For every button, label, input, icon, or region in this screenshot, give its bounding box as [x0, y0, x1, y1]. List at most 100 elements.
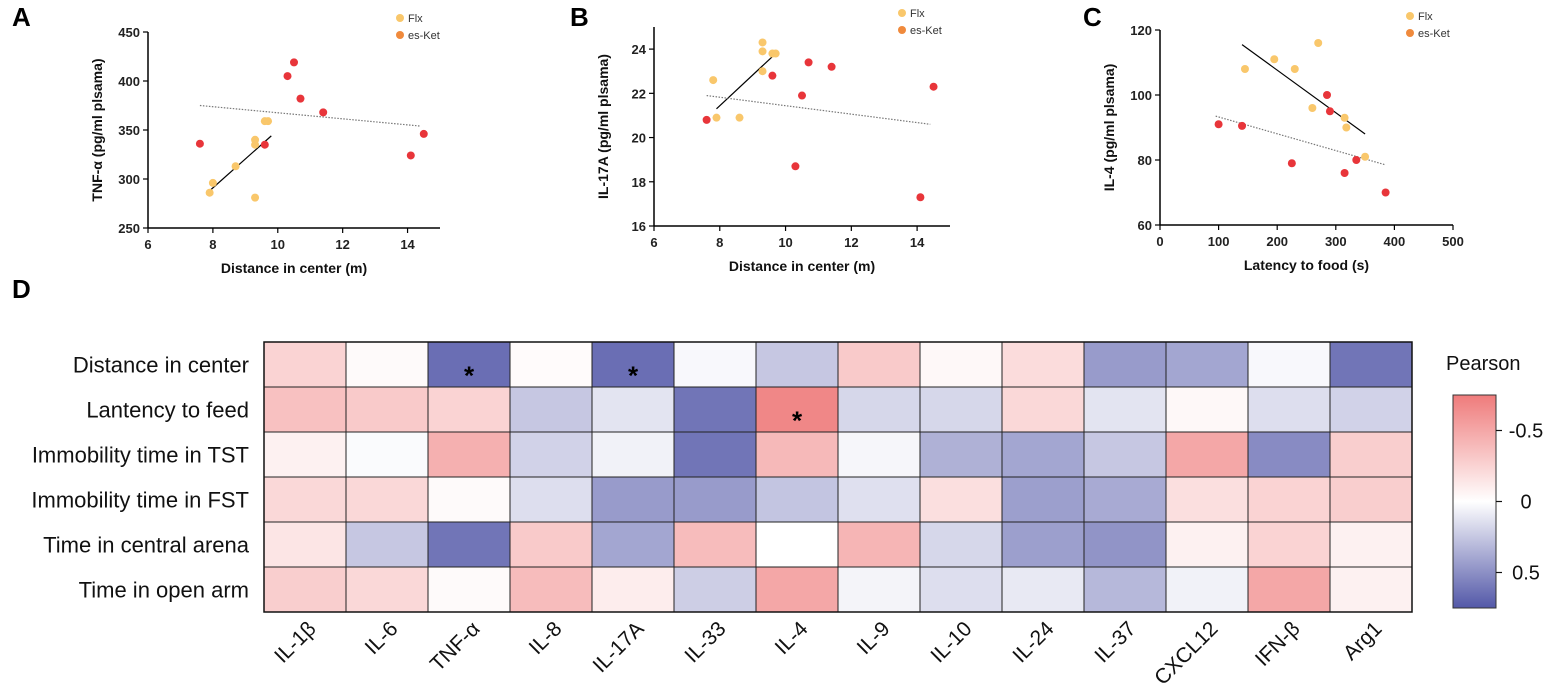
- data-point-flx: [208, 178, 217, 187]
- data-point-flx: [758, 47, 767, 56]
- legend-marker-esket: [396, 31, 404, 39]
- heatmap-cell: [427, 476, 511, 523]
- data-point-esket: [929, 82, 938, 91]
- data-point-flx: [758, 38, 767, 47]
- heatmap-cell: [673, 431, 757, 478]
- colorbar-tick-label: -0.5: [1509, 421, 1543, 443]
- legend-marker-flx: [1406, 12, 1414, 20]
- data-point-flx: [709, 76, 718, 85]
- heatmap-cell: [345, 566, 429, 613]
- heatmap-column-label: IL-24: [1008, 617, 1058, 667]
- y-tick-label: 18: [632, 175, 646, 190]
- x-tick-label: 14: [910, 235, 925, 250]
- heatmap-cell: [1247, 521, 1331, 568]
- x-tick-label: 10: [271, 237, 285, 252]
- x-tick-label: 8: [209, 237, 216, 252]
- legend-marker-esket: [898, 26, 906, 34]
- data-point-esket: [290, 58, 298, 67]
- legend-label-flx: Flx: [1418, 11, 1433, 23]
- data-point-esket: [283, 72, 292, 81]
- x-tick-label: 500: [1442, 234, 1464, 249]
- heatmap-column-label: IL-10: [926, 617, 976, 667]
- significance-star: *: [628, 361, 639, 391]
- y-tick-label: 400: [118, 74, 140, 89]
- data-point-esket: [1238, 121, 1247, 130]
- heatmap-cell: [919, 566, 1003, 613]
- heatmap-cell: [263, 566, 347, 613]
- data-point-esket: [768, 71, 777, 80]
- heatmap-column-label: IL-33: [680, 617, 730, 667]
- y-tick-label: 100: [1130, 88, 1152, 103]
- heatmap-cell: [673, 566, 757, 613]
- significance-star: *: [464, 361, 475, 391]
- heatmap-cell: [1165, 431, 1249, 478]
- heatmap-cell: [673, 386, 757, 433]
- heatmap-cell: [591, 386, 675, 433]
- x-tick-label: 200: [1266, 234, 1288, 249]
- legend-label-esket: es-Ket: [408, 30, 440, 42]
- x-axis-title: Distance in center (m): [729, 258, 875, 274]
- heatmap-row-label: Immobility time in TST: [32, 443, 249, 468]
- data-point-esket: [798, 91, 806, 100]
- heatmap-cell: [755, 431, 839, 478]
- heatmap-cell: [837, 386, 921, 433]
- heatmap-cell: [1083, 386, 1167, 433]
- heatmap-cell: [345, 341, 429, 388]
- heatmap-cell: [1165, 521, 1249, 568]
- y-tick-label: 16: [632, 219, 646, 234]
- legend-label-flx: Flx: [408, 13, 423, 25]
- heatmap-cell: [1247, 476, 1331, 523]
- heatmap-cell: [427, 341, 511, 388]
- heatmap-cell: [509, 386, 593, 433]
- heatmap-panel-d: * * * Distance in center Lantency to feed Imm…: [31, 341, 1413, 690]
- heatmap-cell: [755, 521, 839, 568]
- data-point-flx: [231, 162, 240, 171]
- colorbar-tick-label: 0.5: [1512, 563, 1540, 585]
- heatmap-cell: [1247, 341, 1331, 388]
- heatmap-cell: [837, 431, 921, 478]
- trend-line-all: [199, 104, 421, 127]
- legend-label-esket: es-Ket: [1418, 28, 1450, 40]
- data-point-esket: [1352, 156, 1361, 164]
- heatmap-cell: [591, 566, 675, 613]
- heatmap-cell: [345, 431, 429, 478]
- data-point-esket: [916, 193, 925, 202]
- heatmap-cell: [1083, 341, 1167, 388]
- legend-label-esket: es-Ket: [910, 25, 942, 37]
- heatmap-cell: [345, 521, 429, 568]
- scatter-panel-a: 250 300 350 400 450 6 8 10 12 14 Distance in cente…: [89, 13, 440, 276]
- heatmap-column-label: IL-9: [853, 617, 895, 659]
- panel-letter-a: A: [12, 2, 31, 32]
- heatmap-cell: [1001, 476, 1085, 523]
- heatmap-cell: [1329, 341, 1413, 388]
- heatmap-column-label: IL-1β: [270, 617, 320, 667]
- heatmap-cell: [919, 341, 1003, 388]
- heatmap-cell: [919, 431, 1003, 478]
- heatmap-cell: [591, 431, 675, 478]
- heatmap-cell: [1329, 566, 1413, 613]
- colorbar-title: Pearson: [1446, 353, 1521, 375]
- heatmap-cell: [1329, 521, 1413, 568]
- data-point-flx: [712, 113, 721, 122]
- legend-label-flx: Flx: [910, 8, 925, 20]
- y-tick-label: 80: [1138, 153, 1152, 168]
- y-tick-label: 450: [118, 25, 140, 40]
- x-tick-label: 300: [1325, 234, 1347, 249]
- x-tick-label: 8: [716, 235, 723, 250]
- x-tick-label: 6: [650, 235, 657, 250]
- heatmap-column-label: IL-6: [361, 617, 403, 659]
- heatmap-cell: [919, 386, 1003, 433]
- data-point-flx: [1290, 65, 1299, 73]
- heatmap-cell: [837, 521, 921, 568]
- heatmap-row-label: Time in central arena: [43, 533, 250, 558]
- heatmap-row-label: Immobility time in FST: [31, 488, 249, 513]
- data-point-flx: [1361, 152, 1370, 161]
- heatmap-cell: [1247, 431, 1331, 478]
- y-tick-label: 24: [632, 42, 647, 57]
- significance-star: *: [792, 406, 803, 436]
- heatmap-cell: [263, 386, 347, 433]
- scatter-panel-c: 60 80 100 120 0 100 200 300 400 500 Latency to foo…: [1101, 11, 1464, 273]
- data-point-esket: [827, 62, 836, 71]
- heatmap-cell: [1247, 566, 1331, 613]
- data-point-esket: [1287, 159, 1296, 168]
